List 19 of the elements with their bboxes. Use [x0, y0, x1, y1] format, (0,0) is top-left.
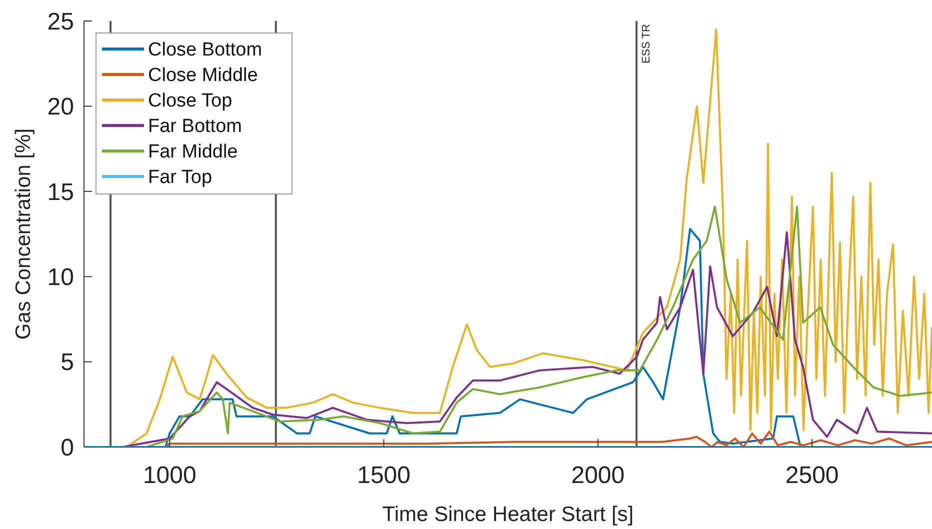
x-tick-label: 1000 [142, 462, 196, 489]
y-axis-title: Gas Concentration [%] [12, 128, 35, 340]
y-tick-label: 20 [47, 94, 74, 121]
y-tick-label: 10 [47, 264, 74, 291]
ref-line-label: ESS TR [640, 24, 652, 64]
x-tick-label: 2500 [785, 462, 839, 489]
legend-label: Far Bottom [148, 116, 242, 138]
y-tick-label: 5 [60, 349, 74, 376]
legend-label: Close Middle [148, 65, 258, 86]
y-tick-label: 15 [47, 178, 74, 206]
legend-label: Far Middle [148, 142, 238, 163]
legend-label: Close Bottom [148, 40, 262, 61]
y-tick-label: 25 [47, 8, 74, 36]
x-axis-title: Time Since Heater Start [s] [382, 503, 634, 526]
x-tick-label: 2000 [571, 462, 625, 489]
y-tick-label: 0 [60, 434, 74, 462]
legend-label: Close Top [148, 90, 232, 112]
x-tick-label: 1500 [357, 462, 410, 489]
legend-label: Far Top [148, 167, 212, 188]
